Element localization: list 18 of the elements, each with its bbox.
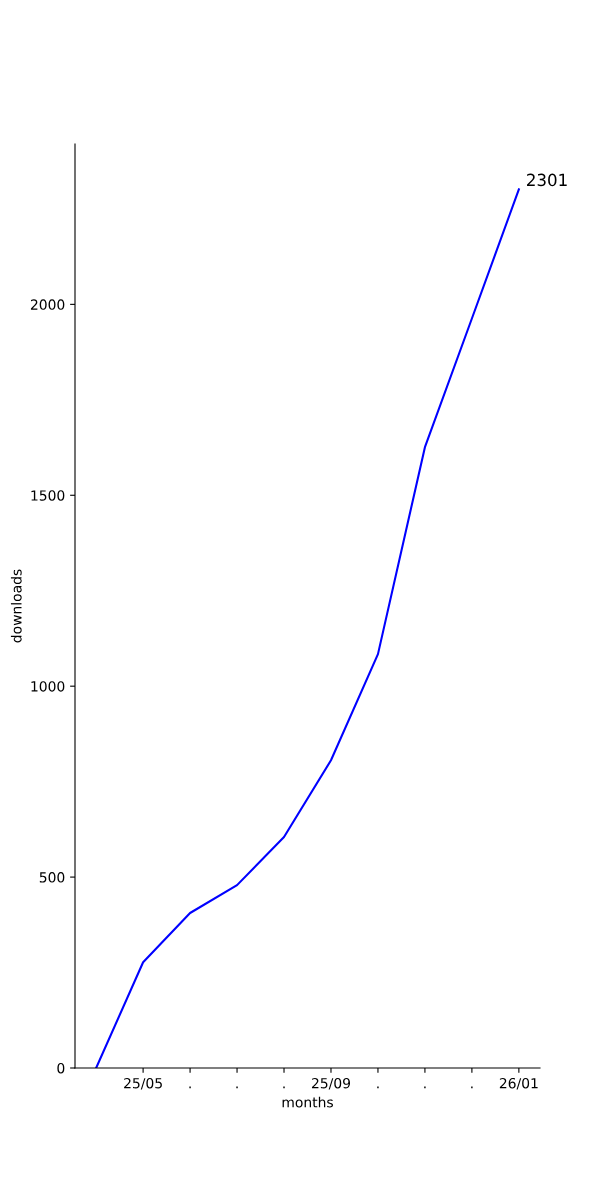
x-tick-label: . <box>471 1086 473 1089</box>
y-tick-label: 1000 <box>31 681 65 692</box>
y-tick-label: 2000 <box>30 299 65 310</box>
x-tick-label: 25/05 <box>124 1077 162 1090</box>
x-tick-label: 26/01 <box>499 1077 538 1090</box>
y-tick-label: 1500 <box>31 490 65 501</box>
x-tick-label: . <box>283 1086 285 1089</box>
x-tick-label: . <box>236 1086 238 1089</box>
x-tick-label: 25/09 <box>311 1077 351 1090</box>
x-tick-label: . <box>424 1086 426 1089</box>
y-tick-label: 0 <box>57 1062 65 1074</box>
x-tick-label: . <box>189 1086 191 1089</box>
x-axis-title: months <box>282 1096 333 1108</box>
annotation: 2301 <box>527 173 567 187</box>
line-series <box>95 188 520 1068</box>
y-axis-title: downloads <box>10 569 22 643</box>
y-tick-label: 500 <box>39 872 65 883</box>
x-tick-label: . <box>377 1086 379 1089</box>
